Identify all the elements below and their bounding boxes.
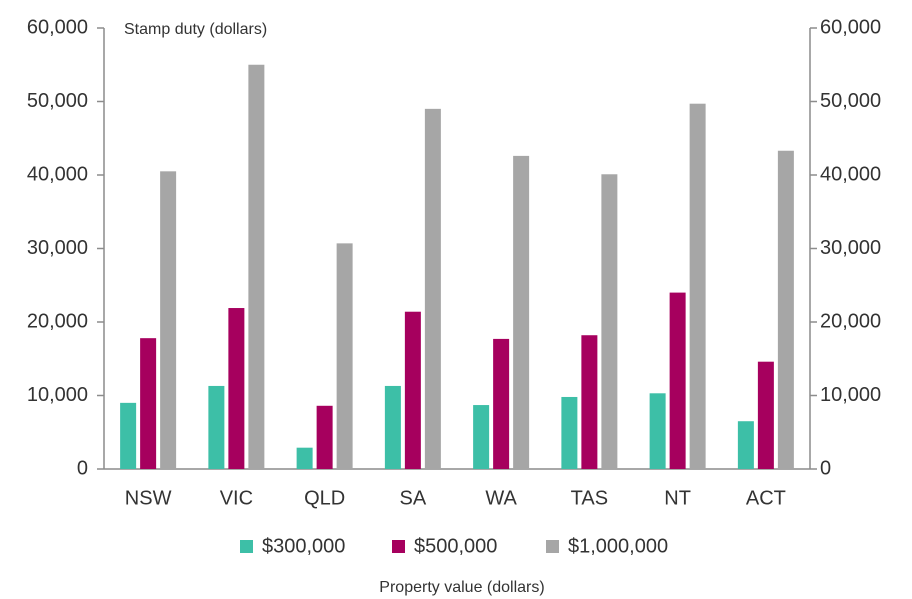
- legend-swatch: [546, 540, 559, 553]
- bar: [777, 150, 794, 469]
- bar: [120, 402, 137, 469]
- bar: [296, 447, 313, 469]
- legend-label: $300,000: [262, 535, 345, 557]
- bar: [737, 421, 754, 469]
- y-tick-label: 60,000: [27, 16, 88, 38]
- y2-tick-label: 30,000: [820, 237, 881, 259]
- y2-tick-label: 50,000: [820, 90, 881, 112]
- bar: [601, 174, 618, 469]
- x-tick-label: NT: [664, 487, 691, 509]
- legend-swatch: [392, 540, 405, 553]
- y2-tick-label: 10,000: [820, 384, 881, 406]
- bar: [493, 338, 510, 469]
- bar: [424, 108, 441, 469]
- bar: [561, 396, 578, 469]
- y-axis-label: Stamp duty (dollars): [124, 21, 267, 38]
- x-axis-label: Property value (dollars): [379, 579, 544, 596]
- bar: [669, 292, 686, 469]
- x-tick-label: WA: [485, 487, 517, 509]
- bar: [248, 64, 265, 469]
- y-tick-label: 50,000: [27, 90, 88, 112]
- y-tick-label: 0: [77, 457, 88, 479]
- legend-label: $500,000: [414, 535, 497, 557]
- legend-label: $1,000,000: [568, 535, 668, 557]
- y-tick-label: 40,000: [27, 163, 88, 185]
- bar: [160, 171, 177, 469]
- bar: [404, 311, 421, 469]
- bar: [689, 103, 706, 469]
- y-tick-label: 10,000: [27, 384, 88, 406]
- x-tick-label: SA: [400, 487, 427, 509]
- y2-tick-label: 20,000: [820, 310, 881, 332]
- y-tick-label: 20,000: [27, 310, 88, 332]
- legend-swatch: [240, 540, 253, 553]
- bar: [140, 338, 157, 469]
- y2-tick-label: 60,000: [820, 16, 881, 38]
- bar: [316, 405, 333, 469]
- bar: [228, 308, 245, 469]
- bar: [649, 393, 666, 469]
- x-tick-label: QLD: [304, 487, 345, 509]
- x-tick-label: TAS: [571, 487, 608, 509]
- x-tick-label: VIC: [220, 487, 253, 509]
- x-tick-label: ACT: [746, 487, 786, 509]
- x-tick-label: NSW: [125, 487, 172, 509]
- bar: [336, 243, 353, 469]
- y2-tick-label: 0: [820, 457, 831, 479]
- bar: [757, 361, 774, 469]
- bar: [208, 385, 225, 469]
- y-tick-label: 30,000: [27, 237, 88, 259]
- bar: [384, 385, 401, 469]
- bar: [581, 335, 598, 469]
- bar: [473, 405, 490, 469]
- y2-tick-label: 40,000: [820, 163, 881, 185]
- bar: [513, 155, 530, 469]
